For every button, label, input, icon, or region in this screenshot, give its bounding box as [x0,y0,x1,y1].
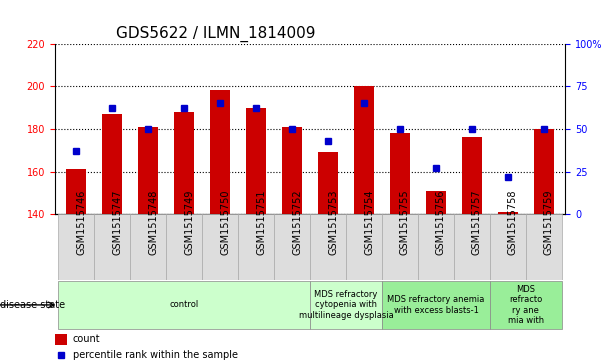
Bar [310,214,346,280]
Bar [454,214,490,280]
Bar [490,214,526,280]
Bar [274,214,310,280]
Text: control: control [170,301,199,309]
Text: GSM1515749: GSM1515749 [184,189,194,255]
Bar [238,214,274,280]
Text: MDS
refracto
ry ane
mia with: MDS refracto ry ane mia with [508,285,544,325]
Bar [94,214,130,280]
Bar [58,214,94,280]
Bar [310,281,382,329]
Text: GSM1515756: GSM1515756 [436,189,446,255]
Text: GSM1515753: GSM1515753 [328,189,338,255]
Bar [66,170,86,214]
Text: GSM1515748: GSM1515748 [148,189,158,255]
Bar [382,281,490,329]
Bar [346,214,382,280]
Text: GSM1515746: GSM1515746 [76,189,86,255]
Bar [526,214,562,280]
Bar [130,214,166,280]
Bar [55,334,67,345]
Text: GSM1515750: GSM1515750 [220,189,230,255]
Text: MDS refractory anemia
with excess blasts-1: MDS refractory anemia with excess blasts… [387,295,485,315]
Bar [102,114,122,214]
Bar [166,214,202,280]
Bar [174,112,194,214]
Bar [490,281,562,329]
Text: GSM1515754: GSM1515754 [364,189,374,255]
Text: GDS5622 / ILMN_1814009: GDS5622 / ILMN_1814009 [116,26,316,42]
Text: GSM1515757: GSM1515757 [472,189,482,255]
Text: GSM1515759: GSM1515759 [544,189,554,255]
Text: disease state: disease state [0,300,65,310]
Bar [382,214,418,280]
Bar [390,133,410,214]
Bar [282,127,302,214]
Text: GSM1515747: GSM1515747 [112,189,122,255]
Bar [58,281,310,329]
Bar [418,214,454,280]
Bar [534,129,554,214]
Bar [139,127,158,214]
Text: MDS refractory
cytopenia with
multilineage dysplasia: MDS refractory cytopenia with multilinea… [299,290,393,320]
Bar [318,152,338,214]
Text: percentile rank within the sample: percentile rank within the sample [72,350,238,360]
Bar [202,214,238,280]
Bar [426,191,446,214]
Text: GSM1515758: GSM1515758 [508,189,518,255]
Bar [354,86,374,214]
Bar [498,212,518,214]
Bar [210,90,230,214]
Bar [246,107,266,214]
Text: GSM1515755: GSM1515755 [400,189,410,255]
Text: count: count [72,334,100,344]
Text: GSM1515752: GSM1515752 [292,189,302,255]
Text: GSM1515751: GSM1515751 [256,189,266,255]
Bar [462,137,482,214]
